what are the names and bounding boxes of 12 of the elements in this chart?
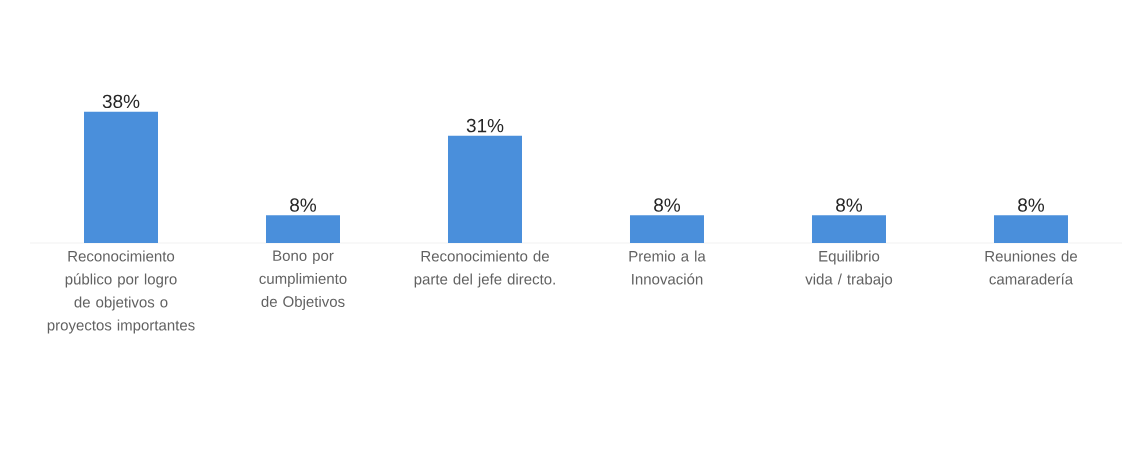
x-tick-label: Premio a la Innovación: [629, 250, 706, 285]
x-tick-label: Bono por cumplimiento de Objetivos: [259, 250, 347, 310]
data-label: 8%: [836, 198, 863, 212]
data-label: 8%: [290, 198, 317, 212]
data-label: 8%: [654, 198, 681, 212]
data-label: 8%: [1018, 198, 1045, 212]
x-tick-label: Reuniones de camaradería: [985, 250, 1077, 285]
data-label: 31%: [466, 118, 504, 133]
data-label: 38%: [102, 94, 140, 109]
x-tick-label: Reconocimiento público por logro de objetivos o proyectos importantes: [47, 250, 195, 334]
x-tick-label: Equilibrio vida / trabajo: [805, 250, 893, 288]
x-tick-label: Reconocimiento de parte del jefe directo.: [414, 250, 555, 288]
